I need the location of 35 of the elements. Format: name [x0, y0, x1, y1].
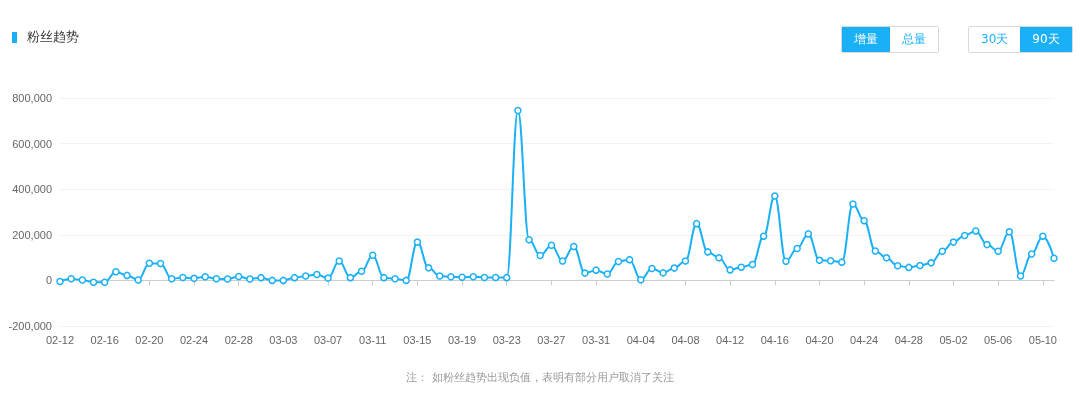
x-tick-label: 02-16 — [90, 333, 119, 346]
x-tick-label: 04-12 — [716, 333, 745, 346]
x-tick-label: 02-20 — [135, 333, 164, 346]
x-tick-label: 03-19 — [448, 333, 477, 346]
x-tick-label: 05-02 — [939, 333, 968, 346]
text: 90天 — [1020, 27, 1072, 52]
x-tick-label: 05-10 — [1028, 333, 1057, 346]
text: 增量 — [842, 27, 890, 52]
x-tick-label: 02-24 — [179, 333, 209, 346]
x-tick-label: 02-12 — [45, 333, 75, 346]
x-tick-label: 05-06 — [984, 333, 1013, 346]
x-tick-label: 04-28 — [894, 333, 923, 346]
text: 30天 — [969, 27, 1021, 52]
x-tick-label: 02-28 — [224, 333, 253, 346]
x-tick-label: 03-23 — [492, 333, 521, 346]
x-tick-label: 03-31 — [582, 333, 611, 346]
chart-title: 粉丝趋势 — [27, 28, 79, 46]
x-tick-label: 03-15 — [403, 333, 432, 346]
x-tick-label: 04-24 — [850, 333, 879, 346]
x-tick-label: 04-20 — [805, 333, 834, 346]
y-tick-label: 600,000 — [12, 137, 52, 150]
text: 总量 — [890, 27, 938, 52]
x-tick-label: 04-04 — [626, 333, 655, 346]
x-tick-label: 03-07 — [313, 333, 343, 346]
x-tick-label: 04-16 — [760, 333, 789, 346]
x-tick-label: 03-11 — [359, 333, 387, 346]
y-tick-label: 800,000 — [12, 92, 52, 104]
x-tick-label: 04-08 — [671, 333, 700, 346]
y-tick-label: -200,000 — [8, 320, 52, 332]
y-tick-label: 200,000 — [12, 228, 52, 241]
x-tick-label: 03-03 — [269, 333, 298, 346]
y-tick-label: 0 — [45, 274, 52, 287]
x-tick-label: 03-27 — [537, 333, 566, 346]
text: 注： 如粉丝趋势出现负值，表明有部分用户取消了关注 — [405, 370, 675, 385]
y-tick-label: 400,000 — [12, 183, 52, 196]
